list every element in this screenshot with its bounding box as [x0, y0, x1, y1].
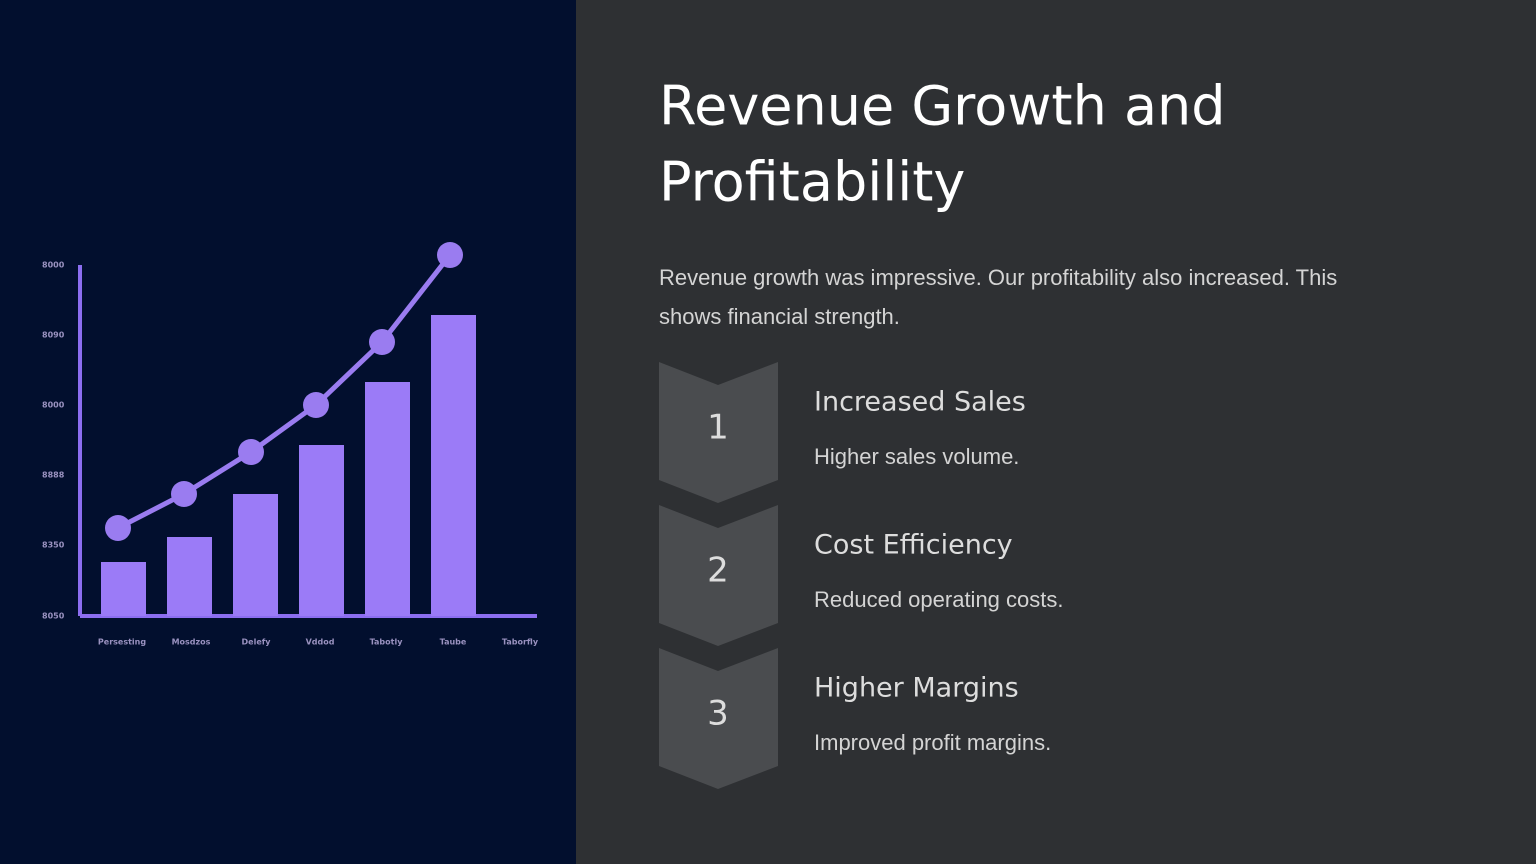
point: [238, 439, 264, 465]
intro: shows financial strength.: [659, 304, 900, 329]
point: [437, 242, 463, 268]
step-number: 3: [707, 694, 729, 734]
bar: [365, 382, 410, 616]
step-text: Reduced operating costs.: [814, 587, 1064, 612]
intro: Revenue growth was impressive. Our profi…: [659, 265, 1337, 290]
point: [369, 329, 395, 355]
bar: [431, 315, 476, 616]
y-label: 8090: [42, 331, 65, 340]
step-text: Higher sales volume.: [814, 444, 1019, 469]
x-label: Tabotly: [370, 638, 404, 647]
x-label: Vddod: [306, 638, 335, 647]
point: [303, 392, 329, 418]
y-label: 8000: [42, 261, 65, 270]
bar: [233, 494, 278, 616]
x-label: Persesting: [98, 638, 146, 647]
bar: [101, 562, 146, 616]
points: [105, 242, 463, 541]
step-number: 2: [707, 551, 729, 591]
title: Profitability: [659, 151, 965, 214]
step-number: 1: [707, 408, 729, 448]
y-label: 8050: [42, 612, 65, 621]
x-label: Mosdzos: [172, 638, 211, 647]
x-label: Delefy: [242, 638, 272, 647]
bars: [101, 315, 476, 616]
left-panel: [0, 0, 576, 864]
y-label: 8350: [42, 541, 65, 550]
step-heading: Cost Efficiency: [814, 530, 1013, 561]
chevron: [659, 505, 778, 646]
chevron: [659, 648, 778, 789]
bar: [299, 445, 344, 616]
x-label: Taborfly: [502, 638, 539, 647]
title: Revenue Growth and: [659, 75, 1226, 138]
y-label: 8000: [42, 401, 65, 410]
step-heading: Higher Margins: [814, 673, 1019, 704]
chevron: [659, 362, 778, 503]
chart-illustration: 8000 8090 8000 8888 8350 8050 Persesting…: [42, 242, 539, 647]
x-label: Taube: [440, 638, 467, 647]
step-heading: Increased Sales: [814, 387, 1026, 418]
point: [105, 515, 131, 541]
point: [171, 481, 197, 507]
bar: [167, 537, 212, 616]
step-text: Improved profit margins.: [814, 730, 1051, 755]
y-label: 8888: [42, 471, 65, 480]
